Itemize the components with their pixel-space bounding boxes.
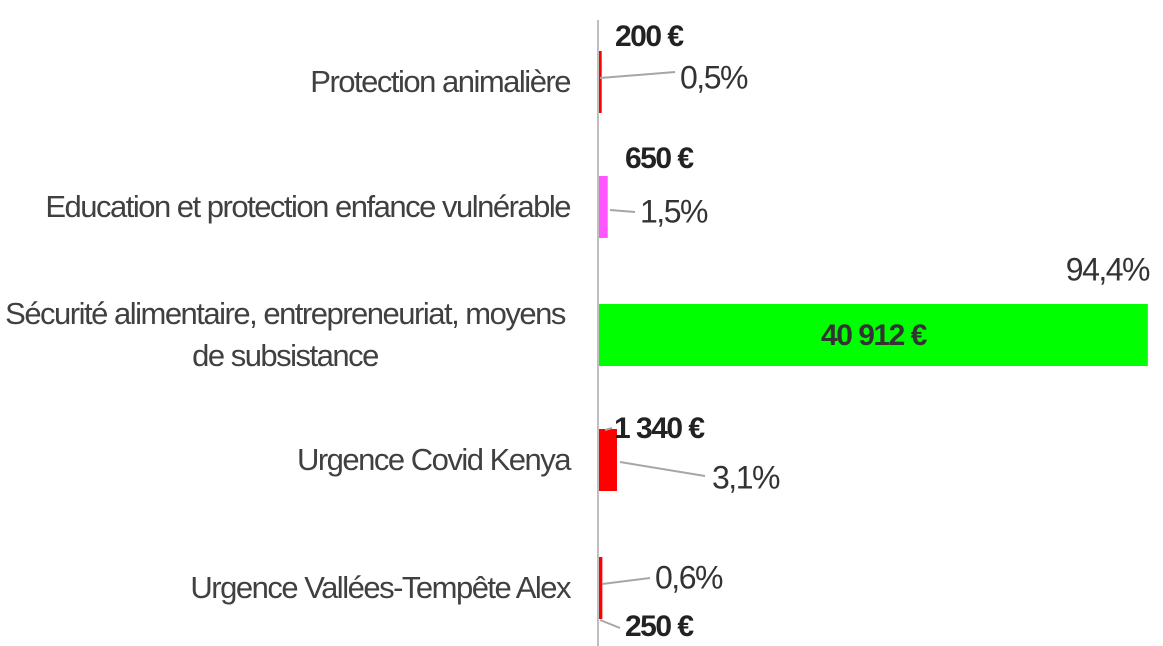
category-text: Protection animalière [310,64,571,100]
percentage-label: 0,6% [655,559,723,595]
value-label: 650 € [625,142,694,175]
bar [599,557,603,619]
value-label: 200 € [615,20,684,53]
category-label: Protection animalière [0,61,571,103]
category-text: Education et protection enfance vulnérab… [45,189,571,225]
value-label: 250 € [625,610,694,643]
category-label: Urgence Vallées-Tempête Alex [0,567,571,609]
value-label: 1 340 € [614,412,705,445]
category-text: Urgence Vallées-Tempête Alex [190,570,571,606]
leader-line [604,427,613,431]
leader-line [599,619,621,629]
category-text: Sécurité alimentaire, entrepreneuriat, m… [5,296,566,373]
percentage-label: 0,5% [680,59,748,95]
leader-line [599,71,676,79]
bar [599,429,617,491]
bar [599,176,608,238]
value-label: 40 912 € [821,319,928,352]
leader-line [601,577,651,585]
leader-line [619,461,706,477]
bar [599,51,602,113]
bar [599,304,1148,366]
percentage-label: 3,1% [712,459,780,495]
percentage-label: 1,5% [640,193,708,229]
category-text: Urgence Covid Kenya [296,442,572,478]
leader-line [609,209,636,213]
percentage-label: 94,4% [1066,251,1150,287]
category-label: Urgence Covid Kenya [0,439,572,481]
category-label: Sécurité alimentaire, entrepreneuriat, m… [0,293,570,377]
category-label: Education et protection enfance vulnérab… [0,186,571,228]
